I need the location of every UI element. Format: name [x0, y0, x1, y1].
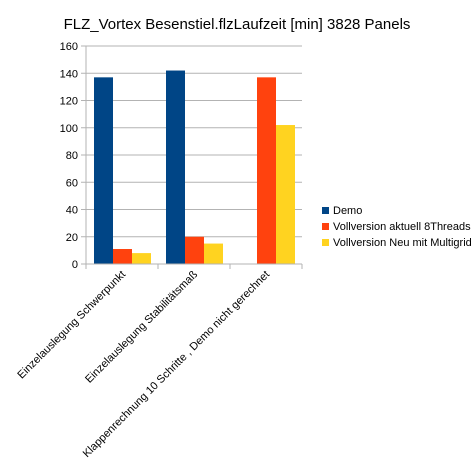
y-tick-label: 140: [60, 68, 78, 80]
legend-swatch: [322, 207, 329, 214]
y-tick-label: 0: [72, 259, 78, 271]
legend-label: Vollversion Neu mit Multigrid: [333, 237, 472, 249]
bar: [132, 253, 151, 264]
bar: [113, 249, 132, 264]
y-tick-labels: 0 20 40 60 80 100 120 140 160: [60, 41, 78, 271]
bar: [185, 236, 204, 264]
chart-title: FLZ_Vortex Besenstiel.flzLaufzeit [min] …: [64, 16, 411, 33]
x-category-labels: Einzelauslegung SchwerpunktEinzelauslegu…: [15, 268, 272, 460]
y-tick-label: 120: [60, 96, 78, 108]
y-tick-label: 80: [66, 150, 78, 162]
bars: [94, 70, 295, 265]
y-tick-label: 60: [66, 177, 78, 189]
legend-swatch: [322, 223, 329, 230]
y-tick-label: 40: [66, 205, 78, 217]
y-tick-label: 160: [60, 41, 78, 53]
gridlines: [86, 45, 302, 238]
legend-swatch: [322, 239, 329, 246]
x-category-label: Einzelauslegung Stabilitätsmaß: [83, 268, 200, 385]
legend-label: Vollversion aktuell 8Threads: [333, 221, 471, 233]
bar: [276, 125, 295, 265]
bar: [94, 77, 113, 265]
legend-label: Demo: [333, 205, 362, 217]
legend: Demo Vollversion aktuell 8Threads Vollvers…: [322, 205, 472, 249]
bar: [204, 243, 223, 264]
y-tick-label: 20: [66, 232, 78, 244]
bar: [257, 77, 276, 265]
bar: [166, 70, 185, 265]
axes: [81, 45, 303, 269]
y-tick-label: 100: [60, 123, 78, 135]
